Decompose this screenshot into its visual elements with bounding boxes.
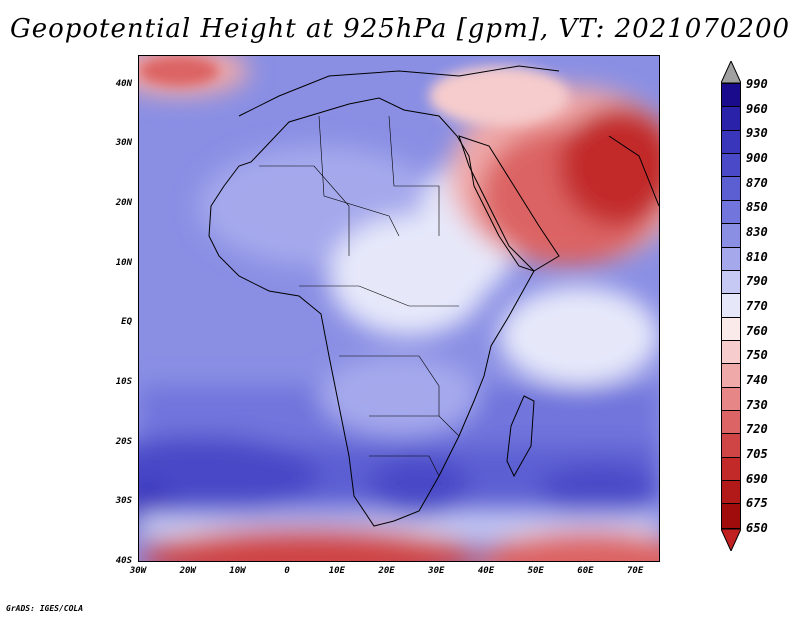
geopotential-map [139,56,659,561]
lat-label: 30S [115,496,132,507]
colorbar-label: 760 [746,323,768,338]
lon-label: 60E [577,566,594,576]
colorbar-cell [722,411,740,435]
lat-label: 20S [115,436,132,447]
lat-label: 30N [115,138,132,149]
lon-label: 20E [378,566,395,576]
colorbar-cell [722,387,740,412]
colorbar-cell [722,364,740,388]
colorbar-cell [722,154,740,178]
lon-label: 10W [229,566,246,576]
colorbar-cell [722,247,740,271]
madagascar-coastline [506,395,535,478]
colorbar-cell [722,294,740,318]
colorbar-label: 740 [746,373,768,387]
colorbar-cell [722,434,740,458]
colorbar [721,83,741,529]
colorbar-label: 990 [746,77,768,91]
colorbar-label: 675 [746,496,768,511]
colorbar-label: 930 [746,126,768,141]
lon-label: 30E [428,566,445,576]
arabia-coastline [458,135,560,272]
lat-label: 40N [115,78,132,89]
country-borders [259,115,460,477]
colorbar-cell [722,340,740,365]
lat-label: 10N [115,257,132,268]
coastlines [208,65,659,527]
colorbar-top-triangle [721,61,741,83]
credit-text: GrADS: IGES/COLA [6,604,84,613]
height-field [139,56,659,561]
lon-label: 40E [477,566,495,576]
colorbar-cell [722,200,740,225]
colorbar-cell [722,177,740,201]
colorbar-label: 790 [746,274,768,289]
map-frame [138,55,660,562]
colorbar-cell [722,130,740,155]
colorbar-label: 730 [746,397,768,412]
colorbar-label: 870 [746,175,768,190]
colorbar-label: 720 [746,422,768,437]
colorbar-bottom-triangle [721,529,741,551]
colorbar-label: 830 [746,225,768,239]
colorbar-cell [722,107,740,131]
lat-label: EQ [121,317,132,328]
colorbar-cell [722,504,740,528]
europe-coastline [238,65,560,117]
lon-label: 70E [627,566,644,576]
africa-coastline [208,97,535,527]
colorbar-cell [722,270,740,295]
colorbar-cell [722,84,740,108]
colorbar-label: 850 [746,200,768,215]
colorbar-cell [722,457,740,482]
colorbar-label: 900 [746,151,768,165]
lon-label: 50E [527,566,544,576]
colorbar-label: 770 [746,299,768,313]
colorbar-label: 960 [746,101,768,116]
lat-label: 10S [115,377,132,388]
colorbar-label: 810 [746,249,768,264]
lat-label: 40S [115,556,132,566]
lon-label: 20W [179,566,196,576]
lon-label: 30W [129,566,147,576]
lat-label: 20N [115,198,132,209]
lon-label: 10E [328,566,345,576]
north-lobes [139,56,569,126]
colorbar-label: 690 [746,471,768,486]
colorbar-label: 705 [746,447,768,461]
chart-title: Geopotential Height at 925hPa [gpm], VT:… [9,14,791,44]
colorbar-cell [722,224,740,248]
colorbar-label: 750 [746,348,768,363]
colorbar-cell [722,481,740,505]
colorbar-label: 650 [746,521,768,535]
colorbar-cell [722,317,740,341]
india-coastline [608,135,659,207]
lon-label: 0 [284,566,290,576]
